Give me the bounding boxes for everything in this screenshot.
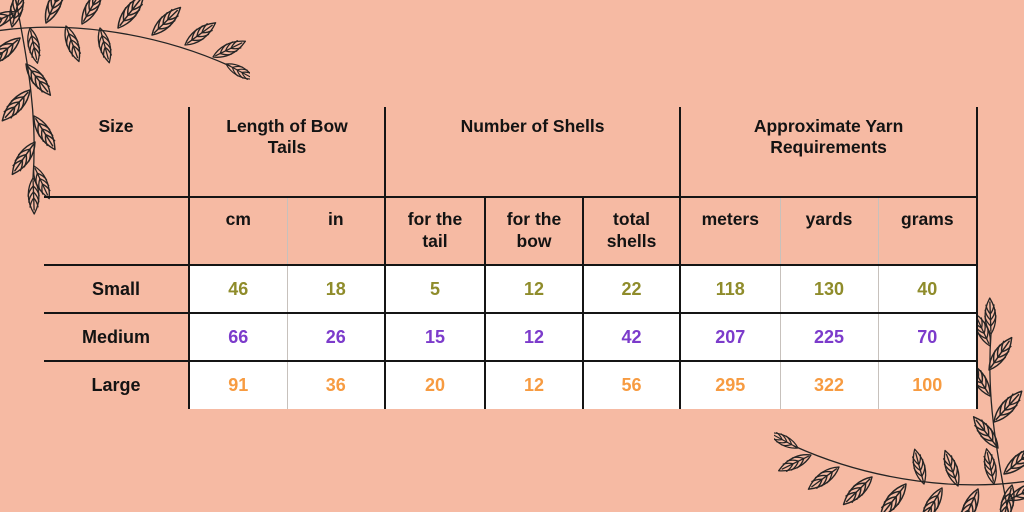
header-length-of-bow-tails: Length of Bow Tails (189, 107, 387, 198)
subheader-for-the-tail: for the tail (385, 197, 487, 266)
cell-small-grams: 40 (878, 265, 979, 314)
cell-medium-total-shells: 42 (583, 313, 682, 362)
cell-small-bow-shells: 12 (485, 265, 585, 314)
cell-small-yards: 130 (780, 265, 879, 314)
cell-large-in: 36 (287, 361, 387, 409)
size-chart-table: Size Length of Bow Tails Number of Shell… (44, 107, 979, 409)
header-number-of-shells: Number of Shells (385, 107, 682, 198)
cell-medium-meters: 207 (680, 313, 781, 362)
leaf-branch-icon (774, 297, 1024, 512)
cell-medium-bow-shells: 12 (485, 313, 585, 362)
cell-large-grams: 100 (878, 361, 979, 409)
table-row-large: Large 91 36 20 12 56 295 322 100 (44, 361, 979, 409)
subheader-in: in (287, 197, 387, 266)
header-size: Size (44, 107, 190, 198)
row-label-medium: Medium (44, 313, 190, 362)
cell-small-in: 18 (287, 265, 387, 314)
row-label-large: Large (44, 361, 190, 409)
group-header-row: Size Length of Bow Tails Number of Shell… (44, 107, 979, 198)
leaf-branch-icon (0, 0, 250, 215)
subheader-for-the-bow: for the bow (485, 197, 585, 266)
cell-large-bow-shells: 12 (485, 361, 585, 409)
cell-small-total-shells: 22 (583, 265, 682, 314)
table-row-medium: Medium 66 26 15 12 42 207 225 70 (44, 313, 979, 362)
subheader-meters: meters (680, 197, 781, 266)
cell-medium-in: 26 (287, 313, 387, 362)
cell-small-tail-shells: 5 (385, 265, 487, 314)
row-label-small: Small (44, 265, 190, 314)
subheader-cm: cm (189, 197, 288, 266)
cell-medium-cm: 66 (189, 313, 288, 362)
cell-large-tail-shells: 20 (385, 361, 487, 409)
header-yarn-requirements: Approximate Yarn Requirements (680, 107, 979, 198)
table-row-small: Small 46 18 5 12 22 118 130 40 (44, 265, 979, 314)
sub-header-row: cm in for the tail for the bow total she… (44, 197, 979, 266)
cell-large-yards: 322 (780, 361, 879, 409)
cell-large-total-shells: 56 (583, 361, 682, 409)
subheader-total-shells: total shells (583, 197, 682, 266)
cell-medium-grams: 70 (878, 313, 979, 362)
cell-small-meters: 118 (680, 265, 781, 314)
cell-small-cm: 46 (189, 265, 288, 314)
subheader-yards: yards (780, 197, 879, 266)
cell-medium-yards: 225 (780, 313, 879, 362)
cell-large-cm: 91 (189, 361, 288, 409)
subheader-empty (44, 197, 190, 266)
cell-large-meters: 295 (680, 361, 781, 409)
subheader-grams: grams (878, 197, 979, 266)
cell-medium-tail-shells: 15 (385, 313, 487, 362)
